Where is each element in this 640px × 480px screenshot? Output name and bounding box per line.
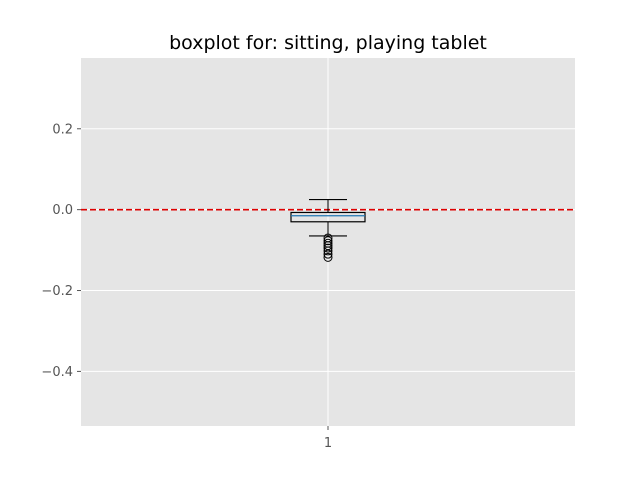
box-group — [290, 198, 366, 262]
y-tick-label: −0.2 — [41, 284, 73, 299]
outlier-point — [323, 243, 333, 253]
outlier-point — [323, 246, 333, 256]
y-tick-label: −0.4 — [41, 365, 73, 380]
outlier-point — [323, 252, 333, 262]
tick-group: 0.2 0.0 −0.2 −0.4 1 — [41, 122, 332, 451]
box-iqr — [290, 211, 366, 223]
outlier-point — [323, 249, 333, 259]
chart-title: boxplot for: sitting, playing tablet — [169, 32, 487, 54]
y-tick-label: 0.0 — [52, 203, 73, 218]
x-tick-label: 1 — [324, 436, 332, 451]
outlier-point — [323, 236, 333, 246]
y-tick-label: 0.2 — [52, 122, 73, 137]
